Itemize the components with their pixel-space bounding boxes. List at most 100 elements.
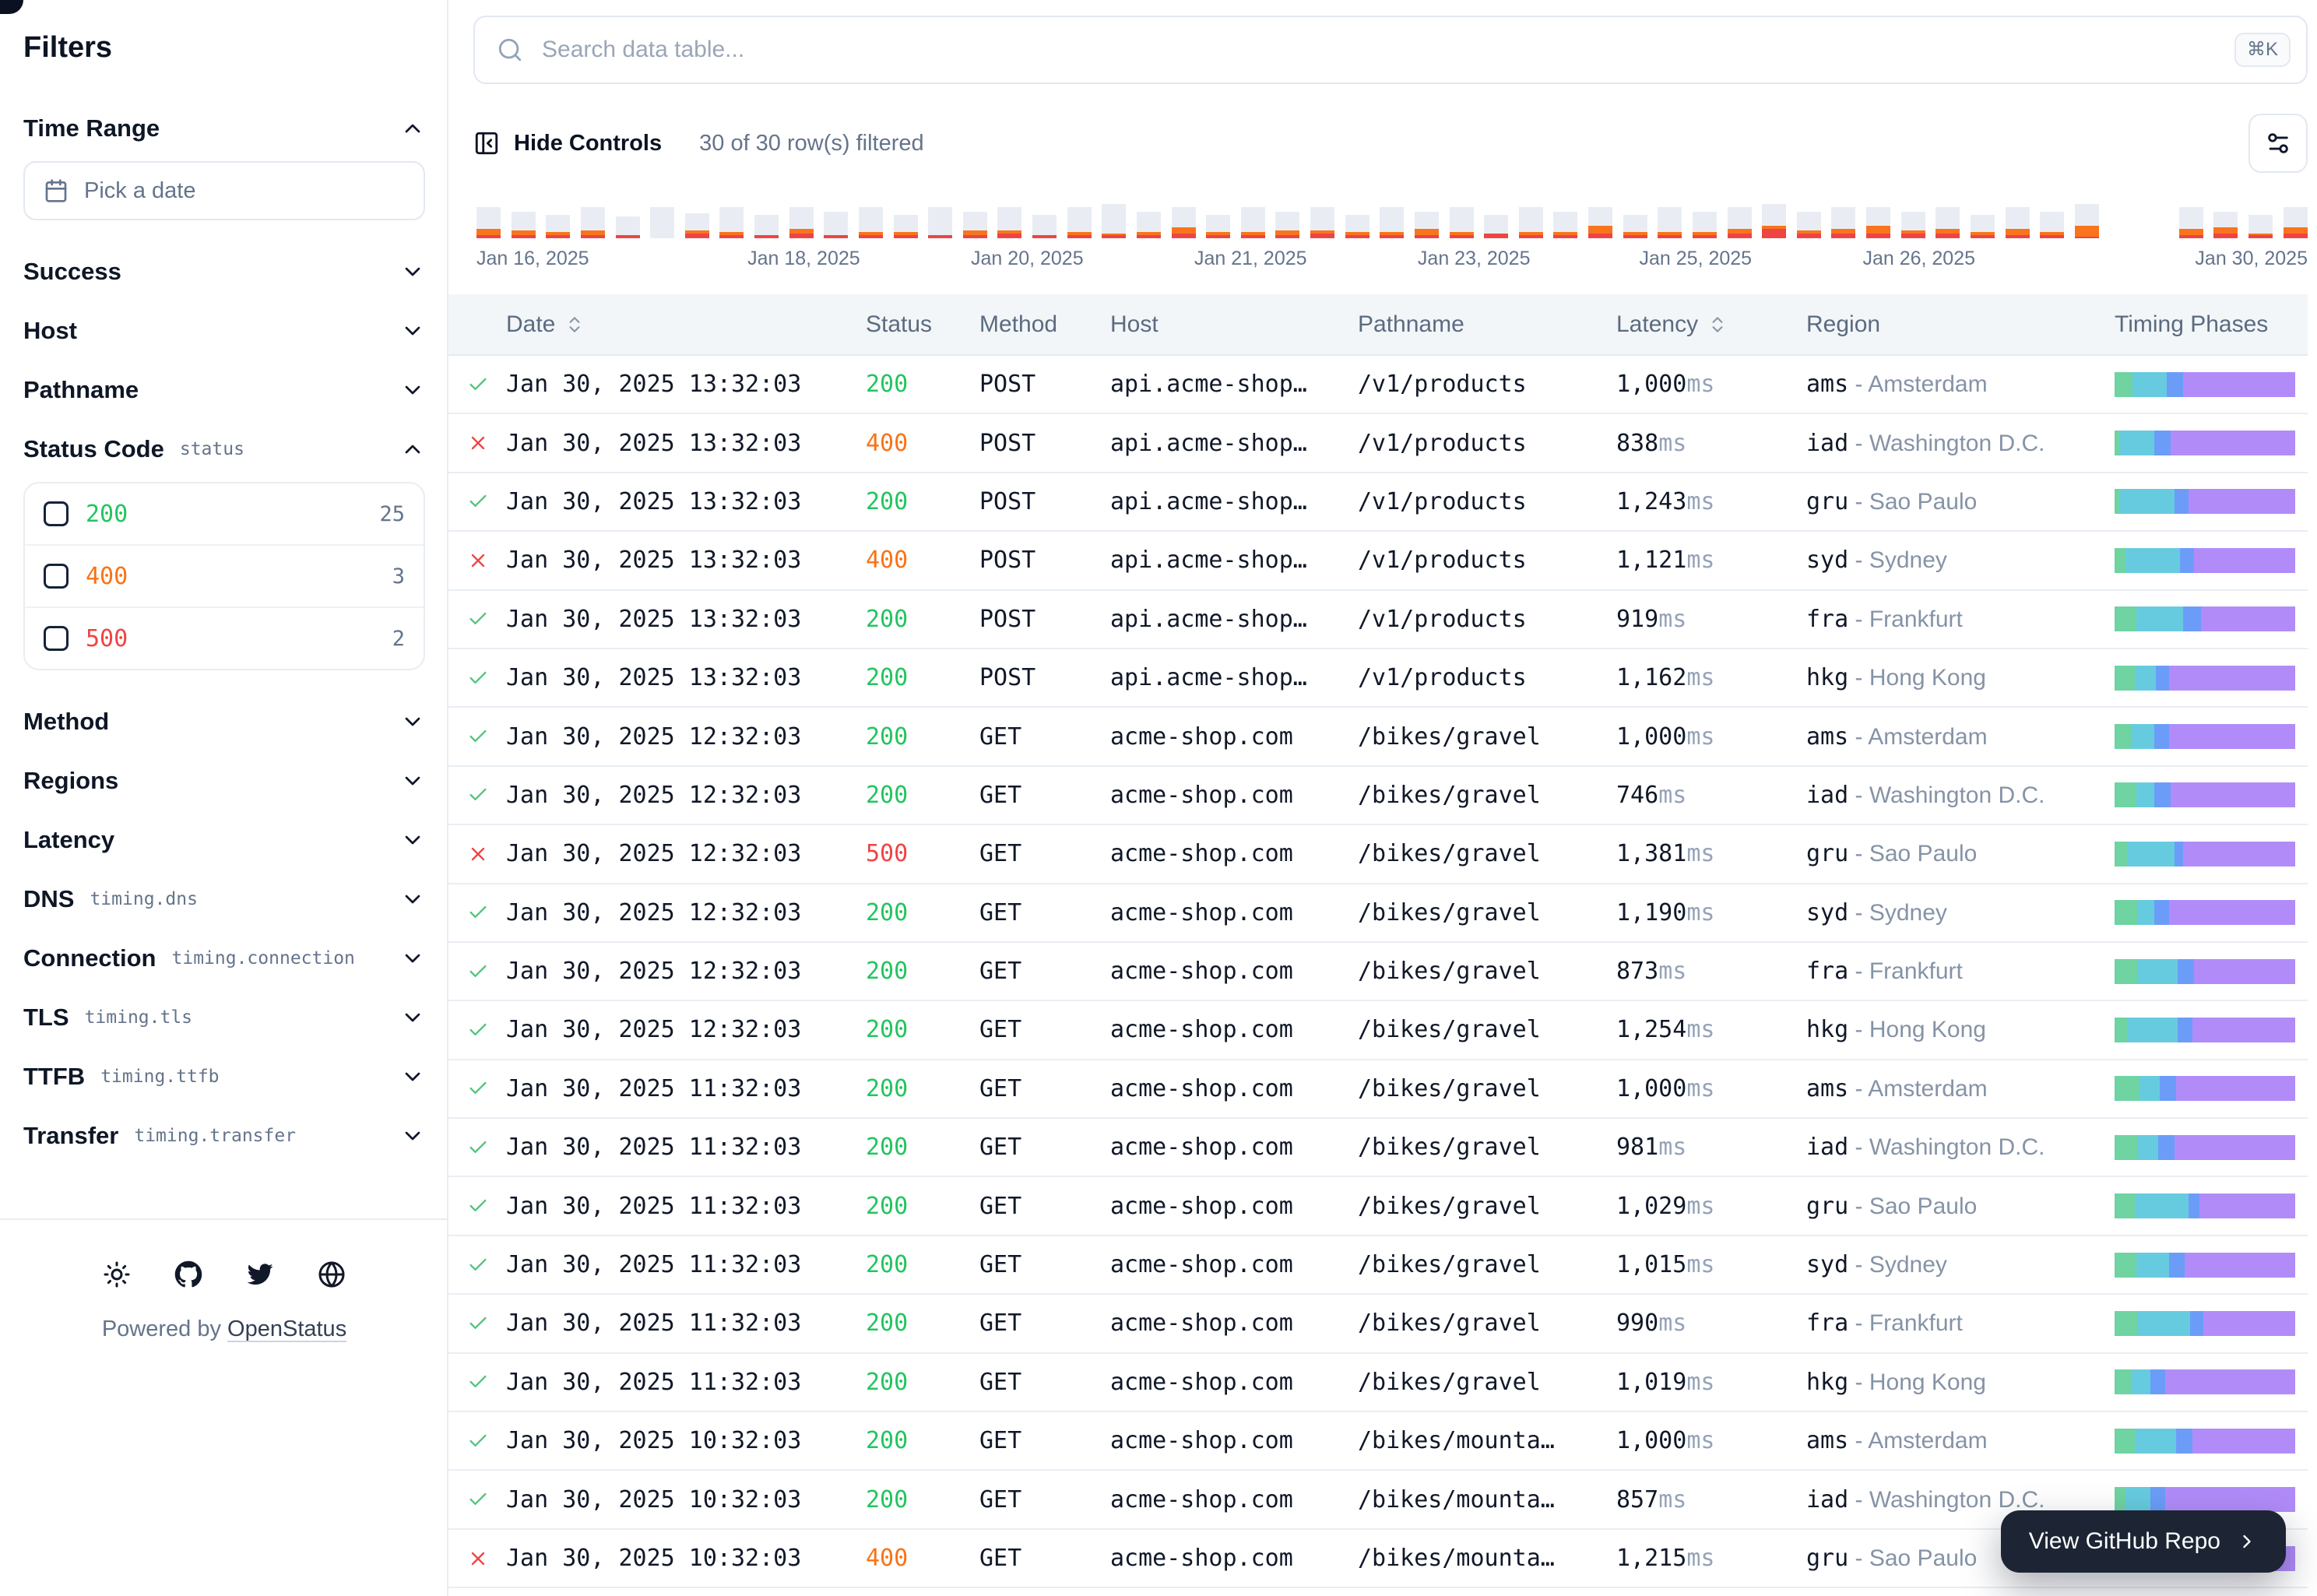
timeline-bar[interactable] [1936,207,1960,238]
timeline-bar[interactable] [1519,207,1543,238]
filter-section-toggle-pathname[interactable]: Pathname [23,360,425,420]
table-row[interactable]: Jan 30, 2025 13:32:03 400 POST api.acme-… [448,414,2308,473]
timeline-bar[interactable] [1728,207,1752,238]
filter-section-toggle-status-code[interactable]: Status Code status [23,420,425,479]
view-options-button[interactable] [2248,114,2308,173]
filter-section-toggle-connection[interactable]: Connection timing.connection [23,929,425,988]
timeline-bar[interactable] [1866,207,1890,238]
filter-section-toggle-host[interactable]: Host [23,301,425,360]
filter-section-toggle-tls[interactable]: TLS timing.tls [23,988,425,1047]
timeline-bar[interactable] [1623,215,1647,238]
timeline-bar[interactable] [1484,215,1508,238]
filter-section-toggle-time-range[interactable]: Time Range [23,99,425,158]
timeline-bar[interactable] [1901,212,1925,238]
timeline-bar[interactable] [997,207,1021,238]
timeline-bar[interactable] [894,215,918,238]
table-row[interactable]: Jan 30, 2025 11:32:03 200 GET acme-shop.… [448,1236,2308,1295]
table-row[interactable]: Jan 30, 2025 12:32:03 500 GET acme-shop.… [448,825,2308,884]
timeline-bar[interactable] [1137,212,1161,238]
timeline-bar[interactable] [616,216,640,238]
github-link[interactable] [174,1260,202,1288]
timeline-bar[interactable] [963,212,987,238]
column-header-latency[interactable]: Latency [1616,311,1806,338]
filter-section-toggle-transfer[interactable]: Transfer timing.transfer [23,1106,425,1165]
table-row[interactable]: Jan 30, 2025 13:32:03 200 POST api.acme-… [448,649,2308,708]
timeline-bar[interactable] [1693,212,1717,238]
table-row[interactable]: Jan 30, 2025 13:32:03 200 POST api.acme-… [448,473,2308,532]
table-row[interactable]: Jan 30, 2025 12:32:03 200 GET acme-shop.… [448,884,2308,943]
status-option-400[interactable]: 400 3 [25,544,424,606]
timeline-bar[interactable] [859,207,883,238]
timeline-bar[interactable] [581,207,605,238]
openstatus-link[interactable]: OpenStatus [227,1317,346,1341]
timeline-bar[interactable] [650,207,674,238]
table-row[interactable]: Jan 30, 2025 12:32:03 200 GET acme-shop.… [448,1001,2308,1060]
timeline-bar[interactable] [1345,215,1369,238]
timeline-bar[interactable] [1275,212,1299,238]
timeline-bar[interactable] [2040,212,2064,238]
timeline-bar[interactable] [476,207,501,238]
checkbox[interactable] [44,564,69,589]
timeline-bar[interactable] [719,207,744,238]
timeline-bar[interactable] [1831,207,1855,238]
filter-section-toggle-success[interactable]: Success [23,242,425,301]
timeline-bar[interactable] [824,212,848,238]
filter-section-toggle-method[interactable]: Method [23,692,425,751]
timeline-bar[interactable] [512,212,536,238]
timeline-bar[interactable] [1032,215,1057,238]
status-option-200[interactable]: 200 25 [25,483,424,544]
timeline-bar[interactable] [2006,207,2030,238]
date-picker-button[interactable]: Pick a date [23,161,425,220]
timeline-bar[interactable] [2075,204,2099,238]
twitter-link[interactable] [246,1260,274,1288]
globe-link[interactable] [318,1260,346,1288]
timeline-bar[interactable] [928,207,952,238]
timeline-bar[interactable] [1588,207,1612,238]
timeline-bar[interactable] [1553,212,1577,238]
view-github-repo-button[interactable]: View GitHub Repo [2001,1510,2286,1573]
timeline-bar[interactable] [1415,212,1439,238]
timeline-bar[interactable] [2248,215,2273,238]
timeline-bar[interactable] [546,215,570,238]
table-row[interactable]: Jan 30, 2025 13:32:03 400 POST api.acme-… [448,532,2308,590]
filter-section-toggle-ttfb[interactable]: TTFB timing.ttfb [23,1047,425,1106]
table-row[interactable]: Jan 30, 2025 12:32:03 200 GET acme-shop.… [448,943,2308,1001]
timeline-bar[interactable] [1102,204,1126,238]
timeline-bar[interactable] [2179,207,2203,238]
hide-controls-button[interactable]: Hide Controls [473,130,662,156]
timeline-bar[interactable] [754,215,779,238]
timeline-bar[interactable] [1172,207,1196,238]
search-input[interactable] [539,35,2219,65]
table-row[interactable]: Jan 30, 2025 10:32:03 200 GET acme-shop.… [448,1412,2308,1471]
table-row[interactable]: Jan 30, 2025 11:32:03 200 GET acme-shop.… [448,1354,2308,1412]
timeline-bar[interactable] [1241,207,1265,238]
table-row[interactable]: Jan 30, 2025 12:32:03 200 GET acme-shop.… [448,767,2308,825]
column-header-date[interactable]: Date [506,311,866,338]
table-row[interactable]: Jan 30, 2025 11:32:03 200 GET acme-shop.… [448,1119,2308,1177]
table-row[interactable]: Jan 30, 2025 11:32:03 200 GET acme-shop.… [448,1295,2308,1353]
timeline-bar[interactable] [1450,207,1474,238]
table-row[interactable]: Jan 30, 2025 13:32:03 200 POST api.acme-… [448,591,2308,649]
theme-toggle-button[interactable] [103,1260,131,1288]
checkbox[interactable] [44,626,69,651]
filter-section-toggle-dns[interactable]: DNS timing.dns [23,870,425,929]
timeline-bar[interactable] [2213,212,2238,238]
timeline-bar[interactable] [2284,207,2308,238]
filter-section-toggle-latency[interactable]: Latency [23,810,425,870]
timeline-bar[interactable] [1206,215,1230,238]
timeline-bar[interactable] [685,213,709,238]
timeline-bar[interactable] [1380,207,1404,238]
timeline-bar[interactable] [1067,207,1092,238]
filter-section-toggle-regions[interactable]: Regions [23,751,425,810]
timeline-bar[interactable] [1658,207,1682,238]
table-row[interactable]: Jan 30, 2025 11:32:03 200 GET acme-shop.… [448,1060,2308,1119]
table-row[interactable]: Jan 30, 2025 12:32:03 200 GET acme-shop.… [448,708,2308,766]
checkbox[interactable] [44,501,69,526]
table-row[interactable]: Jan 30, 2025 13:32:03 200 POST api.acme-… [448,356,2308,414]
timeline-bar[interactable] [789,207,814,238]
timeline-bar[interactable] [1310,207,1334,238]
timeline-bar[interactable] [1971,215,1995,238]
timeline-bar[interactable] [1762,204,1786,238]
timeline-bar[interactable] [1797,212,1821,238]
table-row[interactable]: Jan 30, 2025 11:32:03 200 GET acme-shop.… [448,1177,2308,1236]
